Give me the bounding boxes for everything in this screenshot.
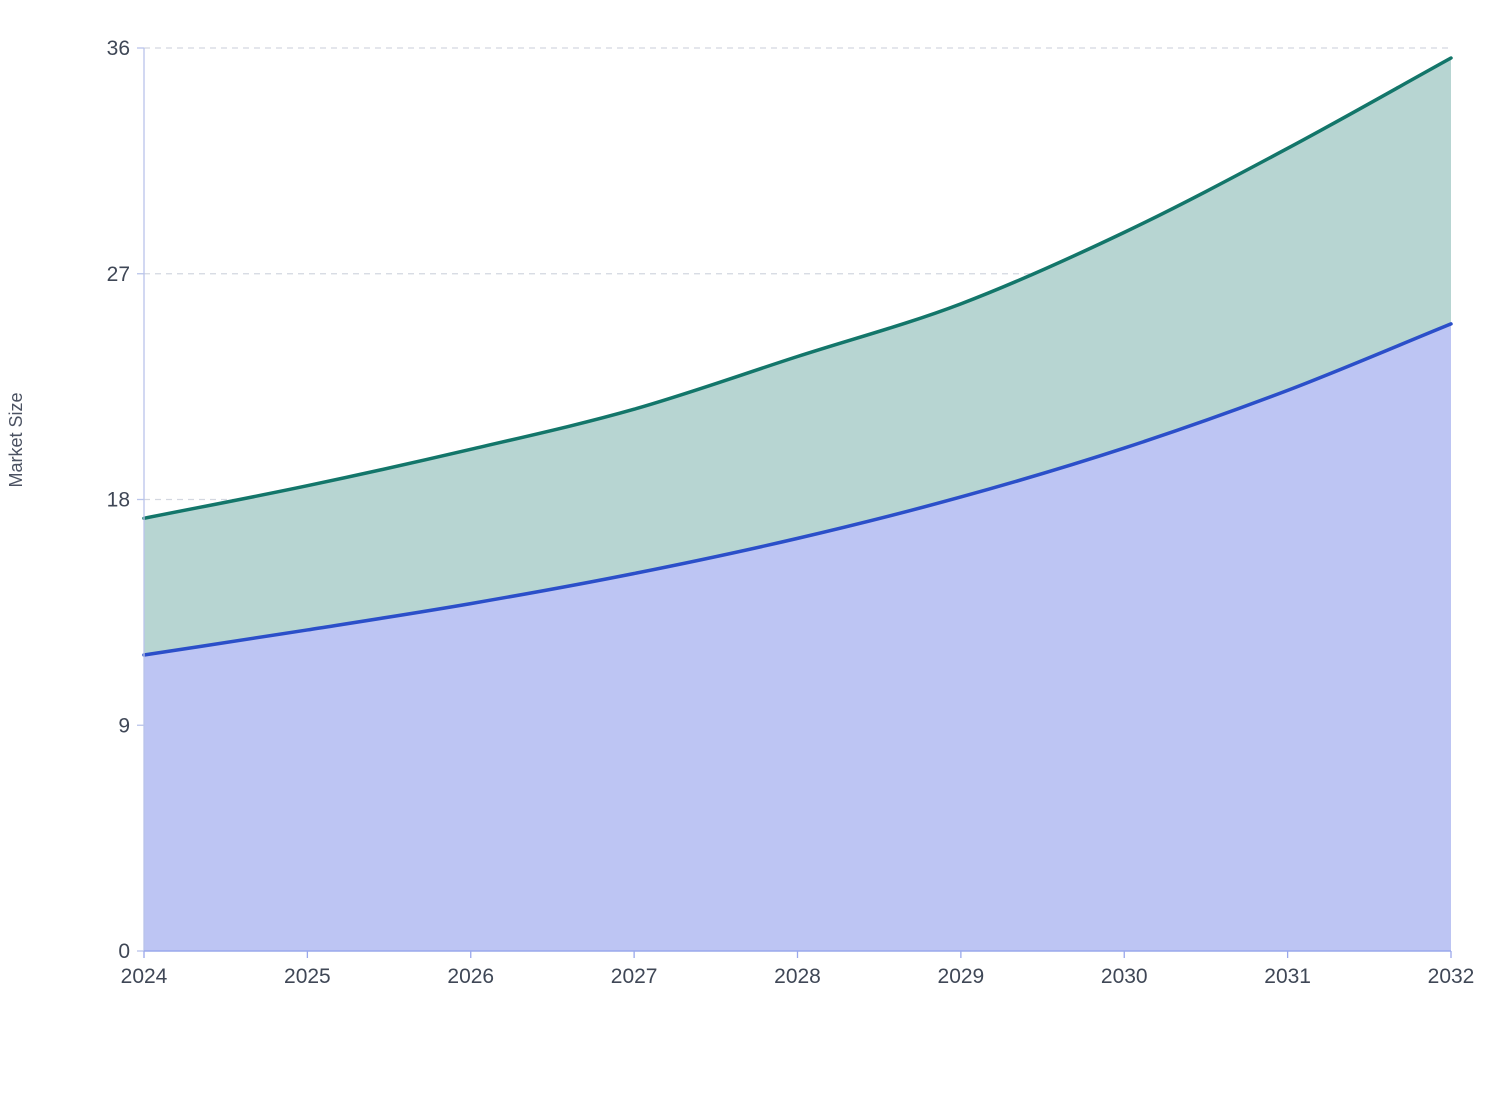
y-tick-label-27: 27 <box>107 263 130 286</box>
y-tick-label-18: 18 <box>107 489 130 512</box>
x-tick-label-2029: 2029 <box>938 965 985 988</box>
y-tick-label-36: 36 <box>107 37 130 60</box>
axes <box>137 47 1452 958</box>
x-tick-label-2025: 2025 <box>284 965 331 988</box>
x-tick-label-2027: 2027 <box>611 965 658 988</box>
series-1-area <box>144 323 1451 951</box>
x-tick-label-2024: 2024 <box>121 965 168 988</box>
x-tick-label-2028: 2028 <box>774 965 821 988</box>
x-tick-label-2032: 2032 <box>1428 965 1475 988</box>
x-tick-label-2030: 2030 <box>1101 965 1148 988</box>
y-axis-title: Market Size <box>6 392 26 487</box>
tick-labels: 0 9 18 27 36 2024 2025 2026 2027 2028 2029 2030 2031… <box>107 37 1475 988</box>
series-2-line <box>142 56 1453 521</box>
x-tick-label-2026: 2026 <box>447 965 494 988</box>
x-tick-label-2031: 2031 <box>1264 965 1311 988</box>
area-layer <box>142 56 1453 951</box>
series-1-line <box>142 322 1453 657</box>
y-tick-label-9: 9 <box>118 714 130 737</box>
y-tick-label-0: 0 <box>118 940 130 963</box>
